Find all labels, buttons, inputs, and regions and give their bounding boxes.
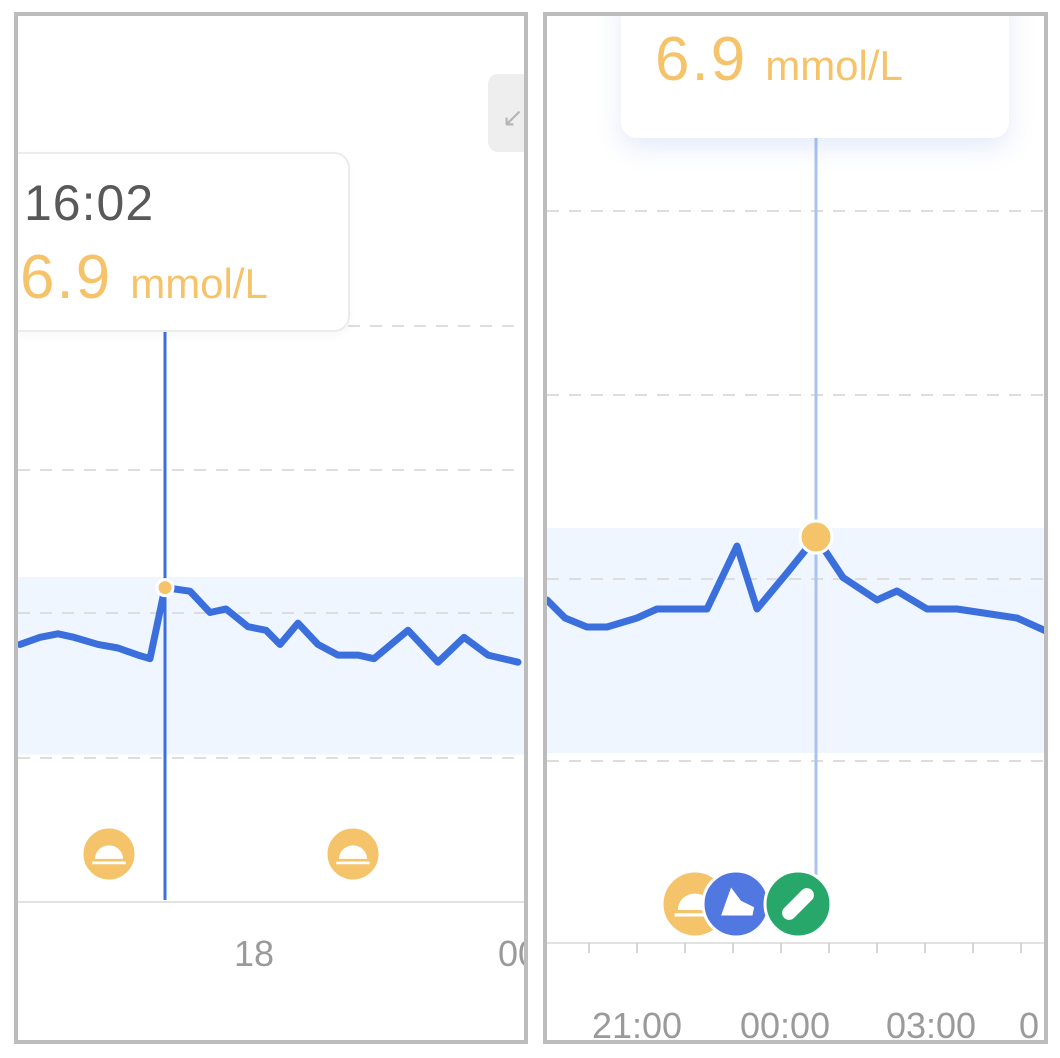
tooltip-value: 6.9 bbox=[655, 25, 748, 94]
selected-point-marker bbox=[798, 519, 834, 555]
collapse-button[interactable]: ↙ bbox=[488, 74, 524, 152]
tooltip-reading: 6.9 mmol/L bbox=[655, 24, 903, 95]
x-tick-label: 0 bbox=[1019, 1005, 1039, 1044]
tooltip-time: 16:02 bbox=[24, 175, 155, 231]
selected-point-marker bbox=[155, 578, 175, 598]
tooltip-reading: 6.9 mmol/L bbox=[20, 242, 268, 313]
meal-icon bbox=[324, 825, 382, 883]
glucose-line bbox=[18, 584, 522, 666]
glucose-chart-left: 1800 bbox=[18, 325, 528, 974]
collapse-arrow-icon: ↙ bbox=[502, 102, 524, 132]
x-tick-label: 03:00 bbox=[886, 1005, 976, 1044]
shoe-icon bbox=[701, 869, 771, 939]
chart-panel-right: 21:00 00:00 03:00 0 6.9 mmol/L bbox=[543, 12, 1048, 1044]
glucose-line bbox=[547, 533, 1044, 634]
meal-icon bbox=[80, 825, 138, 883]
x-tick-label: 00 bbox=[498, 933, 528, 974]
pill-icon bbox=[763, 869, 833, 939]
x-tick-label: 21:00 bbox=[592, 1005, 682, 1044]
x-tick-label: 18 bbox=[234, 933, 274, 974]
glucose-tooltip: 16:02 6.9 mmol/L bbox=[18, 152, 350, 332]
tooltip-value: 6.9 bbox=[20, 243, 113, 312]
tooltip-unit: mmol/L bbox=[765, 42, 903, 89]
target-range-band bbox=[18, 577, 524, 755]
glucose-chart-right: 21:00 00:00 03:00 0 bbox=[547, 138, 1044, 1044]
x-tick-label: 00:00 bbox=[740, 1005, 830, 1044]
glucose-tooltip: 6.9 mmol/L bbox=[621, 16, 1009, 138]
tooltip-unit: mmol/L bbox=[130, 260, 268, 307]
